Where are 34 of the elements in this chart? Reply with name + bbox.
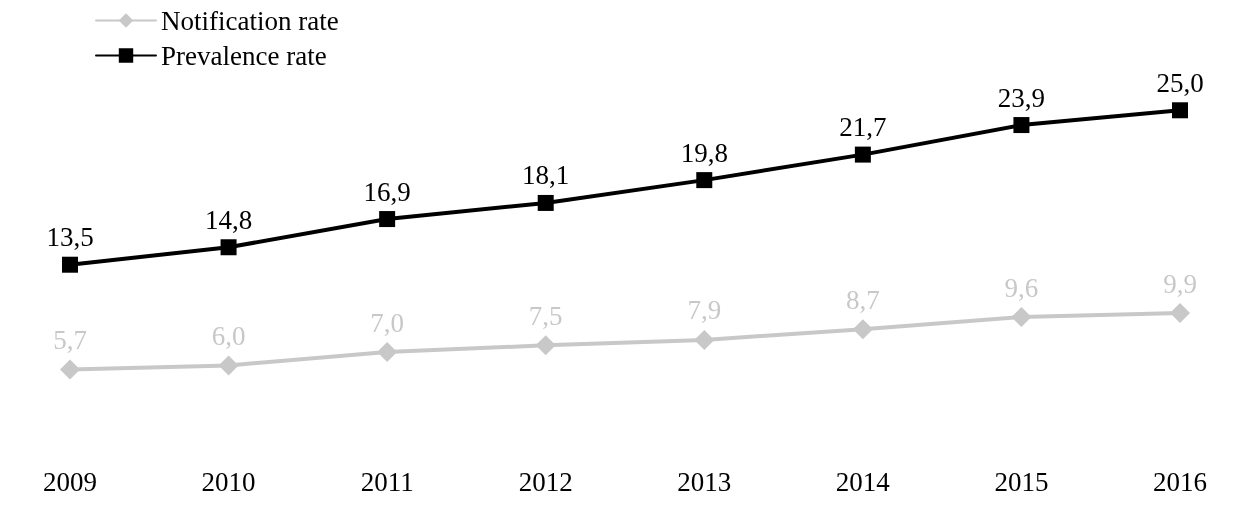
point [220,239,237,256]
legend-label: Prevalence rate [161,40,327,71]
point [535,335,556,356]
data-label: 18,1 [522,160,570,191]
data-label: 25,0 [1156,67,1204,98]
data-label: 16,9 [363,176,411,207]
x-tick-label: 2015 [994,466,1049,497]
point [854,146,871,163]
x-tick-label: 2013 [677,466,732,497]
point [1170,303,1190,324]
x-tick-label: 2009 [43,466,97,497]
x-tick-label: 2016 [1153,466,1207,497]
point [62,256,78,273]
point [60,359,80,380]
data-label: 21,7 [839,112,887,143]
point [537,194,554,211]
point [1013,117,1030,134]
x-tick-label: 2012 [518,466,573,497]
point [852,319,873,340]
x-tick-label: 2014 [835,466,891,497]
point [218,355,239,376]
legend-label: Notification rate [161,5,339,36]
point [1172,102,1188,119]
point [1011,307,1032,328]
data-label: 14,8 [204,204,253,235]
data-label: 23,9 [997,82,1046,113]
point [696,172,713,189]
data-label: 13,5 [46,222,94,253]
data-label: 19,8 [680,137,728,168]
x-tick-label: 2010 [201,466,256,497]
point [377,342,398,362]
point [694,329,715,350]
x-tick-label: 2011 [360,466,414,497]
point [379,211,396,228]
